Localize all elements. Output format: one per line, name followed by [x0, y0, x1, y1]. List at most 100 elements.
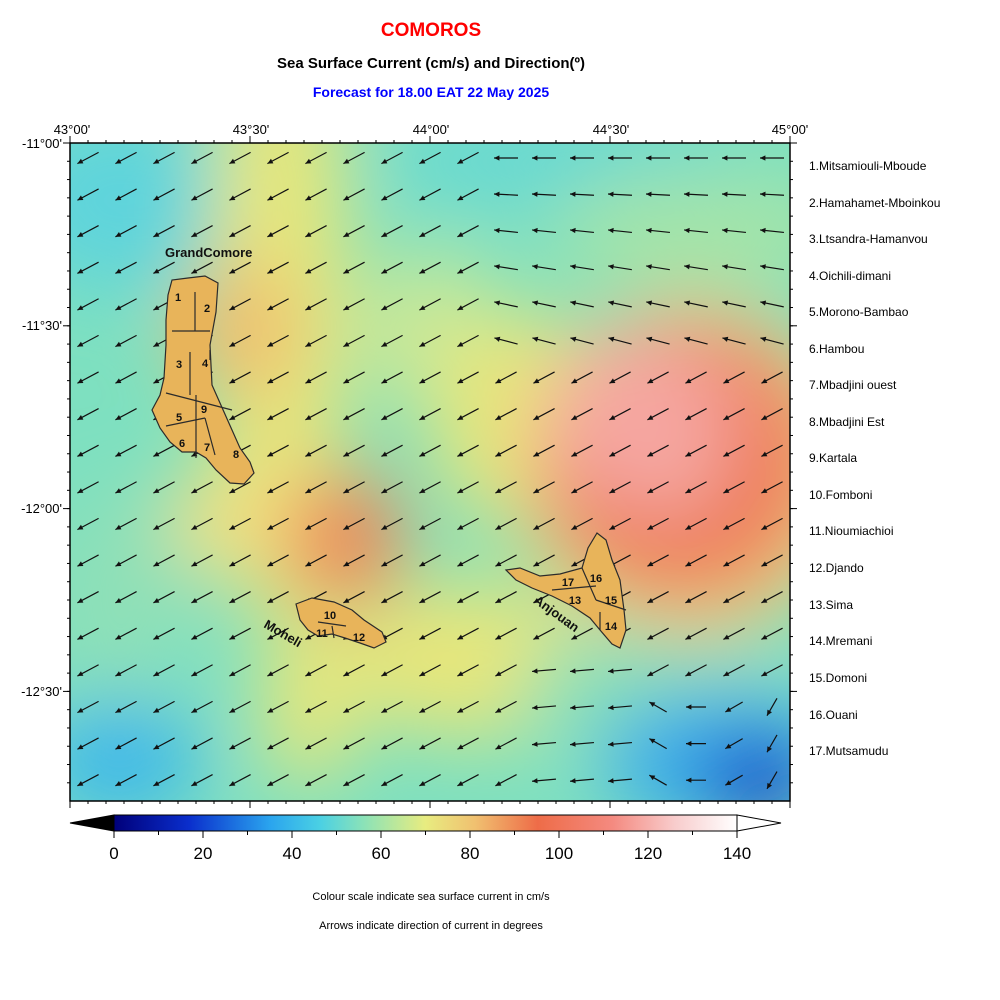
current-arrow-head	[229, 744, 236, 750]
current-arrow-head	[685, 378, 692, 384]
lat-label-11-30: -11°30'	[22, 318, 62, 333]
current-arrow-head	[77, 488, 84, 494]
arrow-direction-note: Arrows indicate direction of current in …	[319, 920, 543, 932]
current-arrow-head	[723, 671, 730, 677]
current-arrow-head	[419, 451, 426, 457]
current-arrow-head	[646, 264, 652, 270]
current-arrow-head	[153, 195, 160, 201]
region-number-2: 2	[204, 303, 210, 315]
current-arrow-head	[570, 741, 576, 747]
current-arrow-head	[686, 777, 692, 783]
region-number-12: 12	[353, 632, 365, 644]
current-arrow-head	[495, 671, 502, 677]
current-arrow-head	[495, 561, 502, 567]
current-arrow-head	[419, 488, 426, 494]
current-arrow-head	[457, 671, 464, 677]
current-arrow-head	[381, 488, 388, 494]
current-arrow-head	[532, 227, 538, 234]
current-arrow-head	[457, 158, 464, 164]
current-arrow-head	[115, 414, 122, 420]
current-arrow-head	[343, 561, 350, 567]
current-arrow-head	[153, 780, 160, 786]
current-arrow-head	[761, 597, 768, 603]
current-arrow-head	[570, 668, 576, 674]
current-arrow-head	[77, 780, 84, 786]
colorbar-low-triangle	[69, 814, 115, 832]
current-arrow-head	[533, 561, 540, 567]
lon-label-44-30: 44°30'	[593, 122, 630, 137]
current-arrow-head	[77, 634, 84, 640]
current-arrow-head	[305, 707, 312, 713]
region-legend-1: 1.Mitsamiouli-Mboude	[809, 159, 927, 173]
current-arrow-head	[722, 227, 728, 234]
current-arrow-head	[685, 488, 692, 494]
current-arrow-head	[532, 778, 538, 784]
current-arrow-head	[495, 744, 502, 750]
current-arrow-head	[305, 451, 312, 457]
current-arrow-head	[229, 634, 236, 640]
current-arrow-head	[608, 668, 614, 674]
current-arrow-head	[608, 227, 614, 234]
current-arrow-head	[77, 744, 84, 750]
current-arrow-head	[267, 597, 274, 603]
current-arrow-head	[761, 524, 768, 530]
current-arrow-head	[649, 738, 656, 744]
current-arrow-head	[267, 488, 274, 494]
current-arrow-head	[494, 300, 501, 306]
current-arrow-head	[723, 378, 730, 384]
current-arrow-head	[153, 561, 160, 567]
current-arrow-head	[305, 744, 312, 750]
colorbar-tick-80: 80	[461, 844, 480, 863]
current-arrow-head	[115, 341, 122, 347]
current-arrow-head	[685, 451, 692, 457]
grand-comore-island	[151, 275, 255, 485]
axis-ticks	[63, 136, 797, 808]
current-arrow-head	[153, 158, 160, 164]
region-legend-10: 10.Fomboni	[809, 488, 873, 502]
current-arrow-head	[191, 524, 198, 530]
current-arrow-head	[761, 561, 768, 567]
colorbar-tick-60: 60	[372, 844, 391, 863]
current-arrow-head	[419, 341, 426, 347]
region-number-16: 16	[590, 573, 602, 585]
current-arrow-head	[267, 524, 274, 530]
map-subtitle: Sea Surface Current (cm/s) and Direction…	[276, 55, 586, 72]
current-arrow-head	[495, 488, 502, 494]
current-arrow-head	[229, 305, 236, 311]
current-arrow-head	[229, 524, 236, 530]
current-arrow-head	[381, 378, 388, 384]
current-arrow-head	[381, 524, 388, 530]
current-arrow-head	[532, 668, 538, 674]
current-arrow-head	[267, 780, 274, 786]
current-arrow-head	[115, 195, 122, 201]
current-arrow-head	[647, 488, 654, 494]
current-arrow-head	[77, 414, 84, 420]
current-arrow-head	[761, 414, 768, 420]
current-arrow-head	[229, 597, 236, 603]
current-arrow-head	[722, 264, 728, 270]
current-arrow-head	[77, 378, 84, 384]
current-arrow-head	[532, 264, 538, 270]
current-arrow-head	[267, 707, 274, 713]
current-arrows	[77, 151, 785, 790]
current-arrow-head	[419, 268, 426, 274]
current-arrow-head	[494, 227, 500, 234]
current-arrow-head	[419, 780, 426, 786]
region-number-13: 13	[569, 595, 581, 607]
current-arrow-head	[646, 227, 652, 234]
current-arrow-head	[77, 341, 84, 347]
current-arrow-head	[761, 634, 768, 640]
region-number-17: 17	[562, 577, 574, 589]
current-arrow-head	[153, 488, 160, 494]
current-arrow-head	[722, 300, 729, 306]
current-arrow-head	[153, 634, 160, 640]
current-arrow-head	[494, 336, 501, 342]
current-arrow-head	[570, 264, 576, 270]
current-arrow-head	[305, 268, 312, 274]
current-arrow-head	[495, 378, 502, 384]
current-arrow-head	[381, 158, 388, 164]
current-arrow-head	[419, 634, 426, 640]
current-arrow-head	[609, 524, 616, 530]
current-arrow-head	[494, 264, 500, 270]
current-arrow-head	[305, 561, 312, 567]
